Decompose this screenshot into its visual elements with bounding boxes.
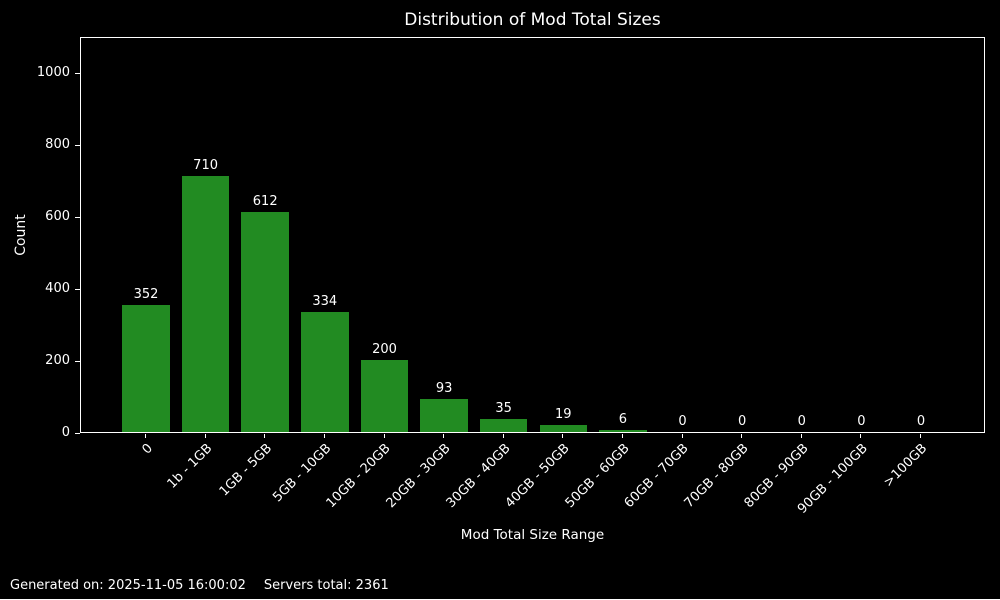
bar-value-label: 0 <box>738 414 747 429</box>
bar-value-label: 93 <box>435 380 453 396</box>
x-tick-mark <box>502 434 504 438</box>
x-tick-mark <box>621 434 623 438</box>
y-tick-label: 600 <box>45 209 70 224</box>
chart-title: Distribution of Mod Total Sizes <box>404 10 661 30</box>
x-tick-mark <box>443 434 445 438</box>
x-tick-label: 1b - 1GB <box>164 441 216 492</box>
bar-value-label: 200 <box>372 342 397 357</box>
bar-value-label: 0 <box>857 414 866 429</box>
y-tick-label: 200 <box>45 353 70 368</box>
x-axis-label: Mod Total Size Range <box>460 527 605 543</box>
servers-total-text: Servers total: 2361 <box>263 578 389 593</box>
bar-value-label: 352 <box>133 287 159 303</box>
x-tick-label: >100GB <box>881 441 931 491</box>
bar <box>301 311 349 432</box>
bar <box>539 425 588 432</box>
bar <box>479 419 528 432</box>
x-tick-label: 5GB - 10GB <box>270 441 335 506</box>
bar-value-label: 334 <box>312 293 338 309</box>
x-tick-mark <box>562 434 564 438</box>
y-tick-mark <box>75 433 80 434</box>
x-tick-mark <box>383 434 385 438</box>
bar-value-label: 6 <box>618 411 628 427</box>
bar-value-label: 0 <box>678 414 687 429</box>
y-tick-label: 800 <box>45 137 70 152</box>
bar <box>360 360 409 432</box>
bar-value-label: 0 <box>916 414 926 429</box>
bar <box>181 176 230 432</box>
x-tick-label: 1GB - 5GB <box>216 441 275 500</box>
x-tick-mark <box>860 434 862 438</box>
x-tick-mark <box>204 434 206 438</box>
x-tick-label: 0 <box>139 441 156 458</box>
y-tick-label: 1000 <box>36 65 70 80</box>
y-tick-label: 400 <box>45 281 70 296</box>
bar-value-label: 35 <box>495 401 512 417</box>
bar <box>122 305 170 432</box>
x-tick-mark <box>145 434 146 438</box>
bar-value-label: 710 <box>193 158 219 174</box>
bar-value-label: 612 <box>252 193 278 209</box>
bar-value-label: 19 <box>555 407 572 423</box>
y-axis-label: Count <box>13 214 29 256</box>
bar <box>241 211 290 432</box>
y-tick-label: 0 <box>61 425 70 440</box>
x-tick-mark <box>741 434 743 438</box>
generated-timestamp: Generated on: 2025-11-05 16:00:02 <box>10 578 246 593</box>
x-tick-mark <box>920 434 921 438</box>
plot-area: 352 710 612 334 200 93 35 19 6 0 0 0 0 0 <box>80 37 985 433</box>
x-tick-mark <box>681 434 683 438</box>
x-tick-mark <box>264 434 266 438</box>
footer: Generated on: 2025-11-05 16:00:02 Servers… <box>10 578 389 594</box>
bar <box>420 398 468 432</box>
x-tick-mark <box>800 434 802 438</box>
x-tick-mark <box>323 434 325 438</box>
bar <box>599 429 647 432</box>
bar-value-label: 0 <box>797 414 806 429</box>
